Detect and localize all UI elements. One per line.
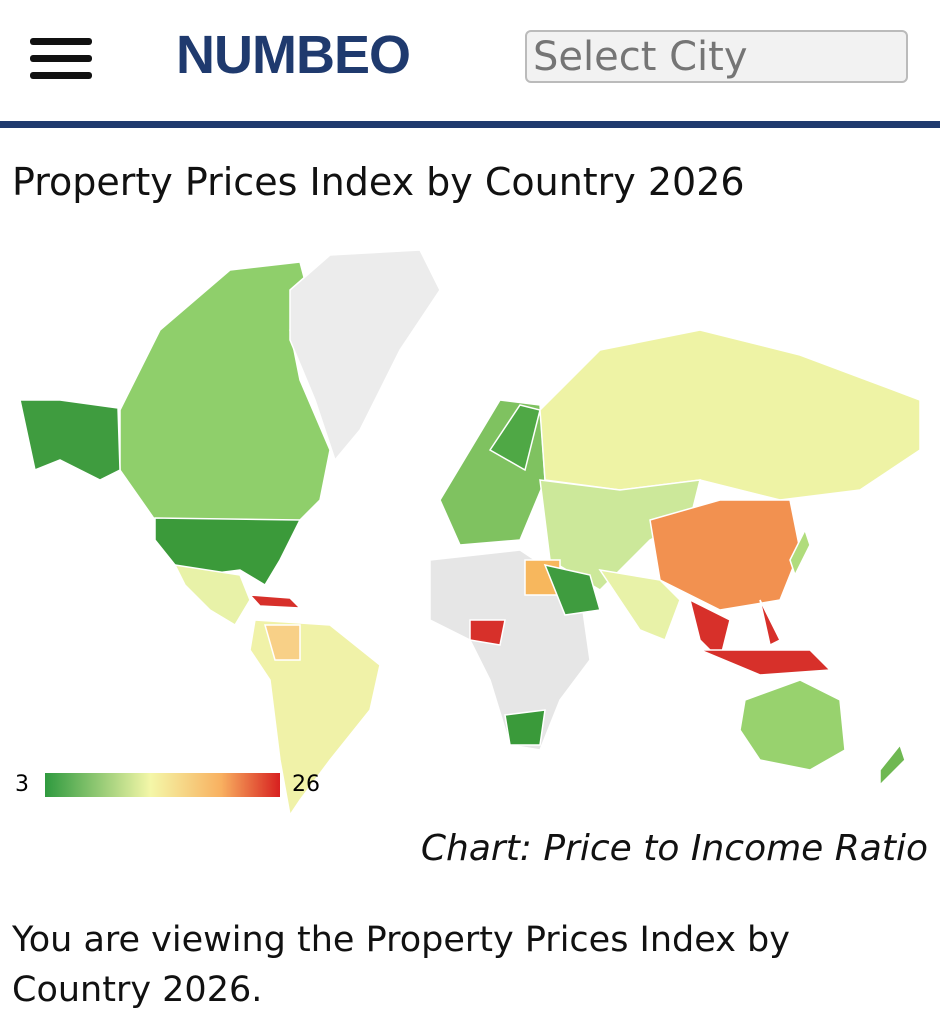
header-rule [0,121,940,128]
city-search[interactable]: Select City [525,30,908,83]
color-scale [45,773,280,797]
world-map: 3 26 [15,249,921,817]
page-title: Property Prices Index by Country 2026 [12,160,745,204]
menu-button[interactable] [30,38,92,80]
intro-text: You are viewing the Property Prices Inde… [12,920,790,1010]
countries [19,249,921,817]
map-caption: Chart: Price to Income Ratio [420,828,928,869]
legend-min: 3 [15,772,29,797]
legend-max: 26 [292,772,320,797]
logo[interactable]: NUMBEO [176,25,411,85]
